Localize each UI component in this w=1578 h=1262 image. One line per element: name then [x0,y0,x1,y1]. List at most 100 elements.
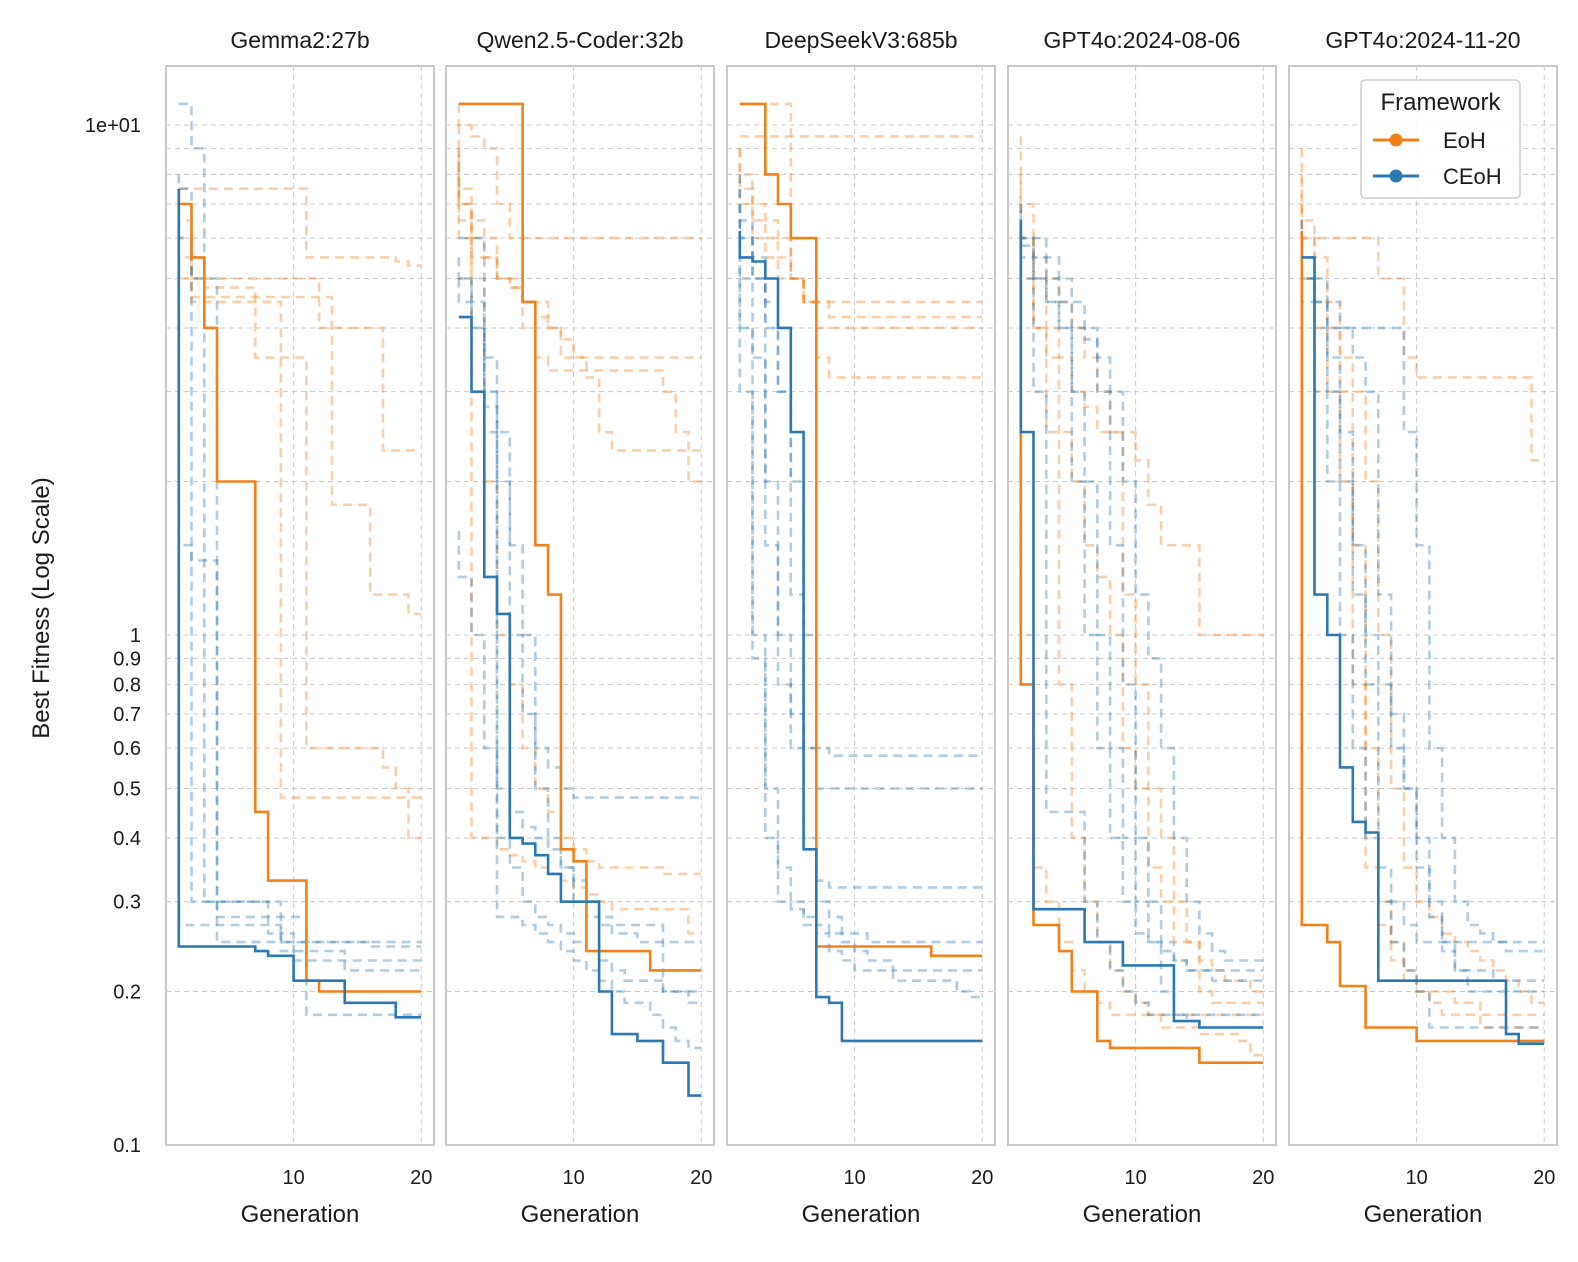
panel-2: Qwen2.5-Coder:32b 10 20 Generation [445,27,715,1228]
run-line-eoh [1019,204,1264,1005]
run-line-eoh [1300,204,1545,1029]
y-tick-label: 0.2 [113,981,141,1003]
x-tick-label: 20 [971,1167,993,1189]
run-line-eoh [1019,220,1264,1017]
run-line-eoh [1019,136,1264,637]
y-tick-label: 0.3 [113,892,141,914]
run-line-eoh [177,204,422,616]
series-line-eoh [177,188,422,993]
run-line-eoh [739,102,983,319]
series-group [457,102,702,1097]
run-line-ceoh [1019,238,1264,982]
x-tick-label: 10 [1405,1167,1427,1189]
panel-frame [726,65,996,1146]
run-line-ceoh [738,220,983,889]
legend-marker [1389,169,1403,183]
y-tick-label: 0.9 [113,648,141,670]
y-tick-label: 0.6 [113,738,141,760]
run-line-eoh [177,220,422,799]
run-line-ceoh [1019,230,1264,1029]
gridlines [166,66,434,1146]
run-line-ceoh [458,277,702,1050]
run-line-eoh [457,103,702,240]
run-line-ceoh [738,204,983,790]
run-line-ceoh [738,238,983,999]
panel-1: Gemma2:27b 10 20 Generation [165,27,435,1228]
panel-title: GPT4o:2024-08-06 [1044,27,1241,53]
x-axis-label: Generation [241,1201,360,1228]
run-line-eoh [1300,220,1545,1017]
legend-title: Framework [1380,89,1501,116]
y-axis-label: Best Fitness (Log Scale) [28,477,55,738]
run-line-ceoh [457,257,702,1005]
x-tick-label: 10 [282,1167,304,1189]
run-line-ceoh [177,504,422,944]
run-line-eoh [178,187,422,267]
run-line-eoh [1019,174,1264,993]
run-line-ceoh [1300,238,1545,953]
run-line-ceoh [1019,204,1264,962]
series-line-ceoh [177,188,422,1019]
legend-entry-ceoh[interactable]: CEoH [1373,164,1502,189]
y-tick-label: 1e+01 [85,115,141,137]
x-tick-label: 20 [1533,1167,1555,1189]
y-tick-label: 0.4 [113,828,141,850]
y-tick-label: 0.5 [113,779,141,801]
run-line-ceoh [1300,245,1545,982]
legend: Framework EoH CEoH [1360,79,1521,199]
x-tick-label: 20 [690,1167,712,1189]
x-axis-label: Generation [521,1201,640,1228]
panel-frame [1288,65,1558,1146]
run-line-eoh [457,125,702,935]
series-line-ceoh [1019,220,1264,1029]
run-line-eoh [738,174,983,379]
run-line-ceoh [1300,238,1545,944]
run-line-ceoh [1019,210,1264,1017]
legend-label: EoH [1443,128,1486,153]
x-tick-label: 10 [562,1167,584,1189]
run-line-eoh [738,148,983,304]
series-line-eoh [458,102,702,972]
series-group [738,102,983,1043]
x-axis-label: Generation [1083,1201,1202,1228]
run-line-eoh [177,204,422,840]
legend-label: CEoH [1443,164,1502,189]
y-tick-labels: 0.1 0.2 0.3 0.4 0.5 0.6 0.7 0.8 0.91 1e+01 [85,115,141,1157]
gridlines [1289,66,1557,1146]
run-line-ceoh [458,236,702,944]
legend-entry-eoh[interactable]: EoH [1373,128,1486,153]
panel-3: DeepSeekV3:685b 10 20 Generation [726,27,996,1228]
series-line-eoh [1300,230,1545,1043]
panel-frame [1007,65,1277,1146]
gridlines [1008,66,1276,1146]
series-line-ceoh [1301,256,1545,1045]
gridlines [446,66,714,1146]
panel-frame [165,65,435,1146]
run-line-ceoh [178,102,422,948]
y-tick-label: 0.7 [113,704,141,726]
series-group [1019,136,1264,1064]
series-line-ceoh [738,230,983,1043]
panel-5: GPT4o:2024-11-20 10 20 Generation [1288,27,1558,1228]
run-line-ceoh [738,174,983,757]
run-line-ceoh [177,174,422,962]
panel-title: Gemma2:27b [230,27,369,53]
series-group [177,102,422,1019]
legend-box [1360,79,1521,199]
run-line-eoh [457,148,702,359]
run-line-ceoh [738,188,983,944]
series-line-ceoh [458,315,702,1097]
run-line-eoh [1019,238,1264,1057]
run-line-eoh [1300,148,1545,462]
x-axis-label: Generation [1364,1201,1483,1228]
run-line-ceoh [1300,220,1545,1029]
y-tick-label: 0.8 [113,674,141,696]
x-tick-label: 10 [1124,1167,1146,1189]
x-tick-label: 20 [410,1167,432,1189]
run-line-eoh [457,188,702,452]
x-tick-label: 10 [843,1167,865,1189]
panel-title: GPT4o:2024-11-20 [1325,27,1520,53]
series-line-eoh [739,102,983,958]
